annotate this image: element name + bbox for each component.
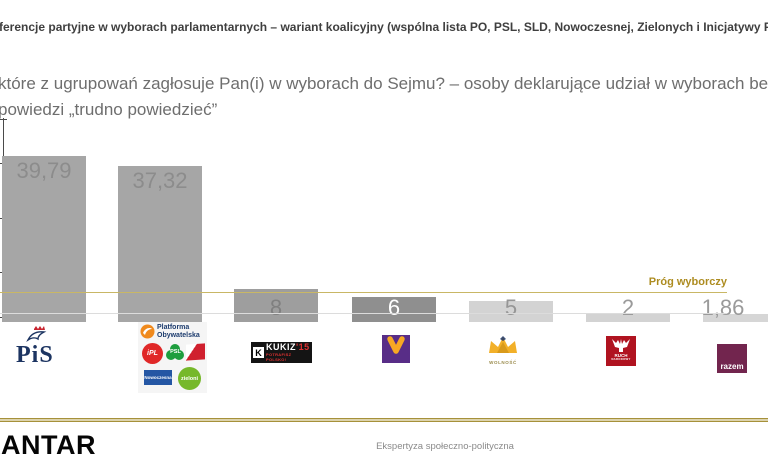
- survey-question-line2: powiedzi „trudno powiedzieć”: [0, 100, 218, 119]
- kukiz-year: '15: [296, 342, 310, 352]
- bar-value-label: 39,79: [16, 158, 72, 183]
- kukiz15-logo: K KUKIZ'15 POTRAFISZ POLSKO!: [251, 342, 312, 363]
- kukiz-slogan: POTRAFISZ POLSKO!: [266, 352, 292, 362]
- gridline: [0, 313, 727, 314]
- bar-Kukiz'15: [234, 289, 318, 322]
- bar-Koalicja: PO, PSL, SLD, Nowoczesna, Zieloni, iPL: [118, 166, 202, 322]
- footer-separator-line: [0, 418, 768, 422]
- inicjatywa-polska-logo: iPL: [142, 343, 163, 364]
- nowoczesna-logo: Nowoczesna: [144, 370, 172, 385]
- pis-logo-text: PiS: [16, 342, 54, 368]
- bar-Wiosna: [352, 297, 436, 322]
- electoral-threshold-label: Próg wyborczy: [648, 276, 727, 288]
- bar-PiS: [2, 156, 86, 322]
- po-logo-text: Platforma Obywatelska: [157, 324, 200, 339]
- pis-logo: PiS: [14, 326, 68, 368]
- bar-Ruch Narodowy: [586, 314, 670, 322]
- psl-logo: PSL: [166, 344, 185, 363]
- ruch-eagle-icon: [612, 339, 630, 352]
- survey-question-line1: które z ugrupowań zagłosuje Pan(i) w wyb…: [0, 74, 768, 93]
- bar-value-label: 6: [387, 295, 401, 320]
- page-title: ferencje partyjne w wyborach parlamentar…: [0, 20, 768, 34]
- psl-logo-text: PSL: [170, 349, 181, 355]
- coalition-logo-card: Platforma Obywatelska iPL PSL Nowoczesna…: [138, 322, 207, 393]
- kukiz-k-icon: K: [253, 347, 264, 358]
- po-logo: Platforma Obywatelska: [140, 324, 203, 339]
- wolnosc-crown-icon: [489, 336, 517, 353]
- bar-value-label: 2: [621, 295, 635, 320]
- kukiz-logo-text: KUKIZ'15: [266, 342, 310, 352]
- ruch-logo-text-line2: NARODOWY: [611, 357, 631, 361]
- bar-Razem: [703, 314, 768, 322]
- sld-flag-logo: [186, 343, 205, 361]
- bar-value-label: 8: [269, 295, 283, 320]
- bar-value-label: 37,32: [132, 168, 188, 193]
- bar-value-label: 5: [504, 295, 518, 320]
- electoral-threshold-line: [0, 292, 727, 293]
- pis-eagle-icon: [26, 326, 47, 343]
- bar-value-label: 1,86: [701, 295, 745, 320]
- razem-logo-text: razem: [720, 362, 744, 371]
- po-circle-icon: [140, 324, 155, 339]
- ruch-narodowy-logo: RUCH NARODOWY: [606, 336, 636, 366]
- bar-Wolność: [469, 301, 553, 322]
- wiosna-v-icon: [387, 336, 405, 354]
- wiosna-logo: [382, 335, 410, 363]
- zieloni-logo: zieloni: [178, 367, 201, 390]
- wolnosc-logo: WOLNOŚĆ: [484, 336, 522, 365]
- footer-caption: Ekspertyza społeczno-polityczna: [376, 441, 514, 452]
- ruch-logo-text-line1: RUCH: [614, 353, 628, 358]
- kantar-logo: KANTAR: [0, 430, 96, 460]
- survey-question: które z ugrupowań zagłosuje Pan(i) w wyb…: [0, 71, 768, 123]
- razem-logo: razem: [717, 344, 747, 373]
- y-axis-tick: [0, 119, 7, 120]
- wolnosc-logo-text: WOLNOŚĆ: [489, 360, 517, 365]
